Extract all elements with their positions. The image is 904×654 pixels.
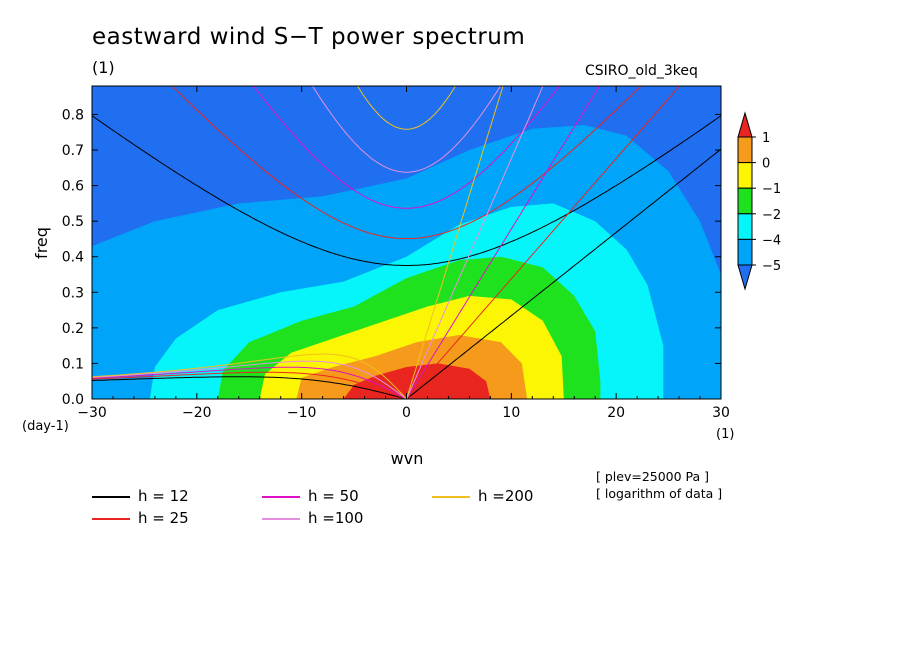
y-tick-label: 0.2 bbox=[62, 321, 84, 337]
y-tick-label: 0.8 bbox=[62, 107, 84, 123]
colorbar-label: −1 bbox=[762, 182, 781, 197]
x-axis-label: wvn bbox=[391, 449, 424, 468]
x-tick-label: −30 bbox=[77, 405, 107, 421]
colorbar-label: −5 bbox=[762, 259, 781, 274]
y-tick-label: 0.6 bbox=[62, 179, 84, 195]
colorbar-segment bbox=[737, 187, 753, 215]
y-tick-label: 0.0 bbox=[62, 392, 84, 408]
colorbar-bottom-arrow bbox=[737, 264, 753, 291]
curve-h200-0 bbox=[406, 86, 504, 399]
y-tick-label: 0.4 bbox=[62, 250, 84, 266]
curve-h12-2 bbox=[92, 376, 407, 399]
x-tick-label: −20 bbox=[182, 405, 212, 421]
dispersion-curves bbox=[92, 86, 721, 399]
contour-fills bbox=[92, 86, 721, 399]
y-tick-label: 0.1 bbox=[62, 356, 84, 372]
curve-h50-2 bbox=[92, 366, 407, 399]
colorbar-label: −4 bbox=[762, 233, 781, 248]
legend-label: h = 25 bbox=[138, 509, 189, 527]
y-tick-label: 0.3 bbox=[62, 285, 84, 301]
curve-h25-1 bbox=[171, 86, 642, 240]
curve-h25-0 bbox=[406, 86, 681, 399]
colorbar-label: −2 bbox=[762, 208, 781, 223]
legend-label: h =200 bbox=[478, 487, 534, 505]
x-tick-label: 20 bbox=[607, 405, 625, 421]
note-log: [ logarithm of data ] bbox=[596, 486, 723, 501]
axes: −30 −20 −10 0 10 20 30 0.0 0.1 0.2 0.3 0.4 0.5 0.6 0.7… bbox=[22, 86, 734, 468]
model-name: CSIRO_old_3keq bbox=[585, 63, 698, 79]
colorbar-segment bbox=[737, 238, 753, 266]
legend-swatch bbox=[262, 518, 300, 520]
colorbar-segment bbox=[737, 162, 753, 189]
colorbar-label: 0 bbox=[762, 157, 770, 172]
curve-h100-0 bbox=[406, 86, 544, 399]
x-tick-label: 0 bbox=[402, 405, 411, 421]
x-unit-label: (1) bbox=[716, 427, 734, 442]
legend-label: h = 50 bbox=[308, 487, 359, 505]
curve-h12-1 bbox=[92, 115, 721, 266]
plot-notes: [ plev=25000 Pa ] [ logarithm of data ] bbox=[596, 468, 722, 502]
y-tick-label: 0.5 bbox=[62, 214, 84, 230]
curve-h25-2 bbox=[92, 371, 407, 399]
x-tick-label: 30 bbox=[712, 405, 730, 421]
curve-h200-2 bbox=[92, 353, 407, 399]
chart-subtitle: (1) bbox=[92, 58, 115, 77]
note-plev: [ plev=25000 Pa ] bbox=[596, 469, 710, 484]
legend-label: h =100 bbox=[308, 509, 364, 527]
curve-h200-1 bbox=[356, 86, 457, 130]
y-unit-label: (day-1) bbox=[22, 419, 69, 434]
colorbar-label: 1 bbox=[762, 131, 770, 146]
x-tick-label: −10 bbox=[287, 405, 317, 421]
legend-label: h = 12 bbox=[138, 487, 189, 505]
chart-title: eastward wind S−T power spectrum bbox=[92, 24, 526, 50]
legend-swatch bbox=[432, 496, 470, 498]
curve-h50-1 bbox=[252, 86, 561, 209]
y-axis-label: freq bbox=[32, 227, 51, 259]
legend-swatch bbox=[92, 496, 130, 498]
colorbar-segment bbox=[737, 213, 753, 240]
y-tick-label: 0.7 bbox=[62, 143, 84, 159]
legend-swatch bbox=[92, 518, 130, 520]
colorbar-segment bbox=[737, 136, 753, 164]
colorbar: 1 0 −1 −2 −4 −5 bbox=[737, 111, 781, 291]
x-tick-label: 10 bbox=[502, 405, 520, 421]
curve-h12-0 bbox=[406, 148, 721, 399]
curve-h100-1 bbox=[311, 86, 502, 173]
colorbar-top-arrow bbox=[737, 111, 753, 138]
curve-h100-2 bbox=[92, 360, 407, 399]
curve-h50-0 bbox=[406, 86, 601, 399]
legend-swatch bbox=[262, 496, 300, 498]
